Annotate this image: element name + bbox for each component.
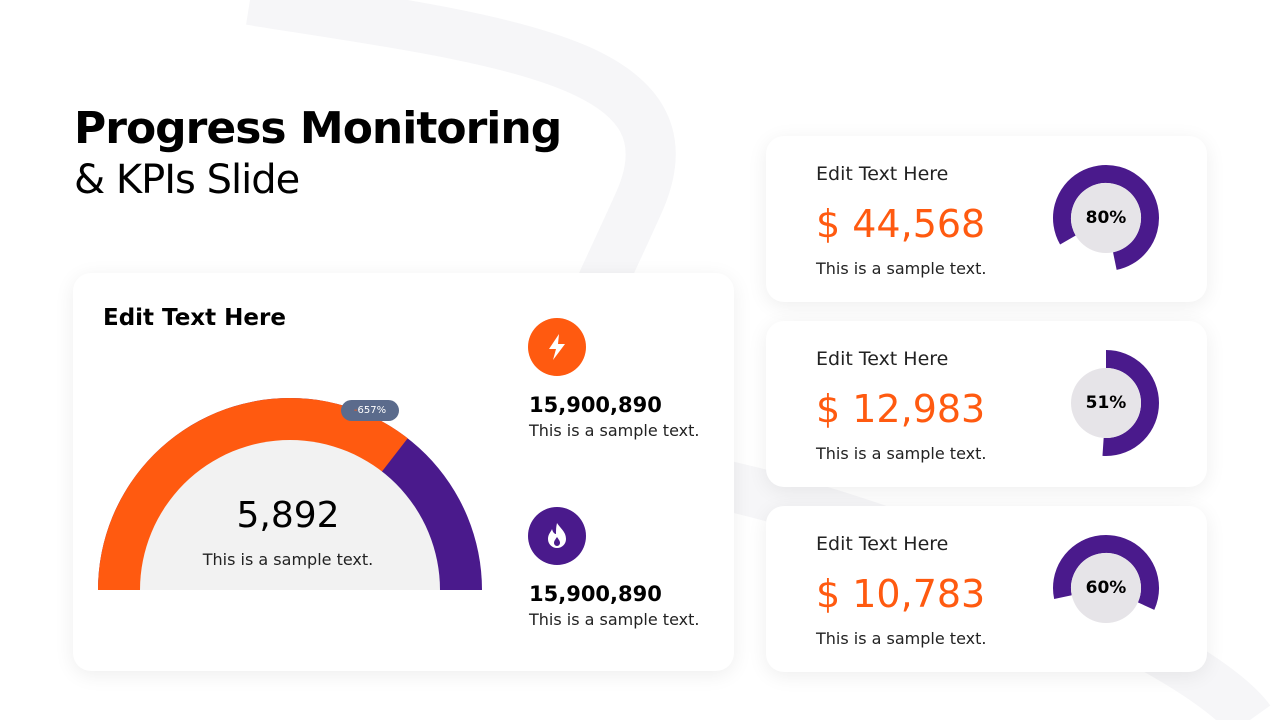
kpi-card-1: Edit Text Here $ 44,568 This is a sample t…	[766, 136, 1207, 302]
donut-center	[1071, 183, 1141, 253]
donut-arc	[1053, 350, 1159, 456]
title-bold: Progress Monitoring	[74, 103, 562, 154]
stat-2: 15,900,890 This is a sample text.	[529, 582, 700, 629]
card-heading: Edit Text Here	[103, 305, 286, 331]
gauge-inner	[140, 440, 440, 590]
donut-chart	[1053, 165, 1159, 271]
donut-chart	[1053, 535, 1159, 641]
gauge-text: This is a sample text.	[202, 550, 374, 569]
stat-1: 15,900,890 This is a sample text.	[529, 393, 700, 440]
donut-center	[1071, 368, 1141, 438]
kpi-card-2: Edit Text Here $ 12,983 This is a sample t…	[766, 321, 1207, 487]
donut-percent: 60%	[1085, 578, 1127, 598]
kpi-card-3: Edit Text Here $ 10,783 This is a sample t…	[766, 506, 1207, 672]
donut-chart	[1053, 350, 1159, 456]
gauge-card: Edit Text Here -657% 5,892 This is a sam…	[73, 273, 734, 671]
donut-percent: 80%	[1085, 208, 1127, 228]
semicircle-gauge	[98, 397, 482, 590]
lightning-icon	[528, 318, 586, 376]
gauge-badge: -657%	[341, 400, 399, 421]
slide-title: Progress Monitoring & KPIs Slide	[74, 103, 562, 206]
donut-percent: 51%	[1085, 393, 1127, 413]
donut-center	[1071, 553, 1141, 623]
flame-icon	[528, 507, 586, 565]
title-light: & KPIs Slide	[74, 157, 300, 203]
gauge-value: 5,892	[236, 495, 340, 536]
